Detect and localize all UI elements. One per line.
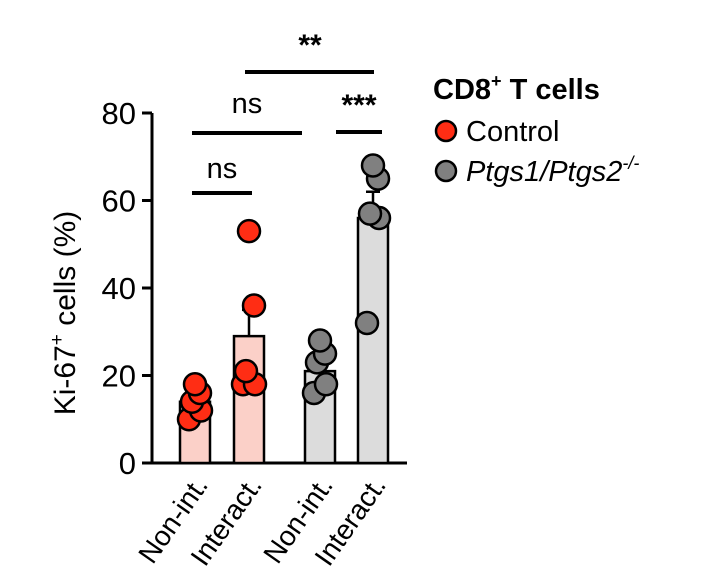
data-point (360, 153, 386, 178)
data-point (233, 358, 259, 384)
y-tick-label: 80 (102, 96, 136, 131)
data-point (182, 372, 208, 397)
data-point (307, 328, 333, 353)
legend: CD8+ T cells Control Ptgs1/Ptgs2-/- (433, 71, 639, 188)
legend-label-control: Control (466, 116, 560, 148)
data-point (313, 372, 339, 397)
data-point (236, 218, 262, 244)
data-point (357, 201, 383, 226)
significance-label: ** (298, 29, 322, 62)
legend-label-ko: Ptgs1/Ptgs2-/- (466, 153, 639, 188)
legend-marker-control (434, 119, 458, 143)
data-point (241, 293, 267, 318)
significance-label: ns (207, 153, 238, 185)
significance-label: ns (232, 88, 263, 120)
bar (356, 216, 390, 465)
y-ticks: 0 20 40 60 80 (102, 96, 152, 481)
bar (232, 334, 266, 465)
y-tick-label: 60 (102, 184, 136, 219)
x-tick-labels: Non-int.Interact.Non-int.Interact. (132, 471, 392, 572)
significance-label: *** (341, 89, 376, 122)
legend-title: CD8+ T cells (433, 71, 600, 106)
y-tick-label: 40 (102, 271, 136, 306)
data-points (176, 153, 392, 432)
y-tick-label: 0 (119, 446, 136, 481)
y-tick-label: 20 (102, 359, 136, 394)
legend-marker-ko (434, 159, 458, 183)
y-axis-title: Ki-67+ cells (%) (47, 211, 82, 416)
data-point (354, 310, 380, 336)
